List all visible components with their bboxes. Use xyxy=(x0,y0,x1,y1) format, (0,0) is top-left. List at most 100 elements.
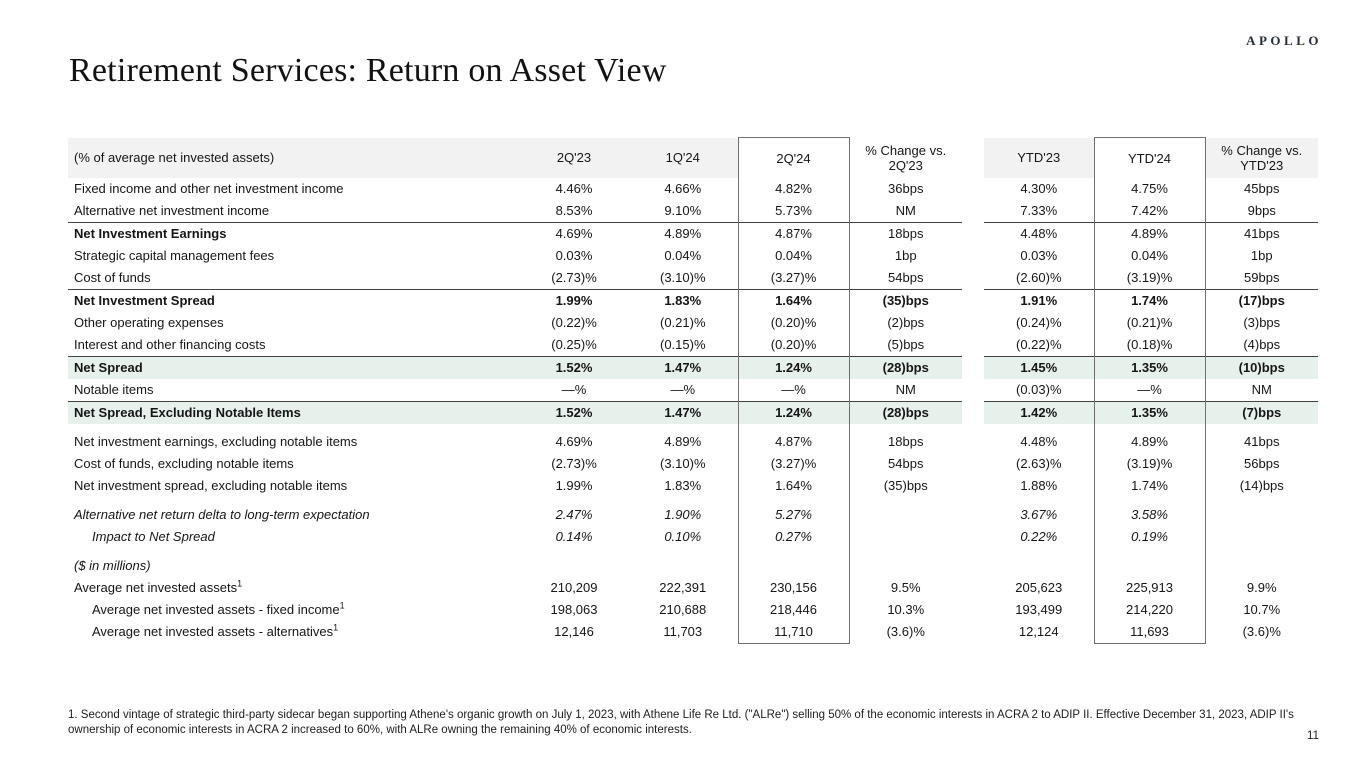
value-cell xyxy=(628,548,738,555)
value-cell: (0.22)% xyxy=(551,315,597,330)
value-cell: 1.52% xyxy=(520,356,628,379)
value-cell: 0.14% xyxy=(555,529,593,544)
value-cell: 8.53% xyxy=(555,203,593,218)
value-cell: —% xyxy=(561,382,587,397)
value-cell xyxy=(849,424,962,431)
table-row: Alternative net investment income 8.53% 9.… xyxy=(68,200,1318,223)
value-cell: 0.03% xyxy=(1020,248,1058,263)
gap-cell xyxy=(962,200,984,223)
value-cell: (3.27)% xyxy=(737,453,850,475)
value-cell: (3.6)% xyxy=(886,624,925,640)
value-cell: 1.24% xyxy=(737,356,850,379)
value-cell: 4.69% xyxy=(520,222,628,245)
gap-cell xyxy=(962,621,984,644)
value-cell xyxy=(849,555,962,577)
value-cell: 11,710 xyxy=(737,621,850,644)
value-cell: (5)bps xyxy=(887,337,925,352)
value-cell: 9.9% xyxy=(1246,580,1277,595)
value-cell: (3.10)% xyxy=(659,456,706,471)
gap-cell xyxy=(962,526,984,548)
value-cell: (2.60)% xyxy=(1015,270,1062,285)
value-cell: (28)bps xyxy=(849,356,962,379)
value-cell: 12,124 xyxy=(1018,624,1059,640)
value-cell xyxy=(520,555,628,577)
value-cell xyxy=(628,497,738,504)
value-cell xyxy=(849,526,962,548)
value-cell: (0.18)% xyxy=(1093,334,1206,357)
spacer-row xyxy=(68,548,1318,555)
value-cell: 9.5% xyxy=(890,580,921,595)
value-cell xyxy=(1093,555,1206,577)
value-cell: 1.42% xyxy=(984,401,1094,424)
gap-cell xyxy=(962,245,984,267)
gap-cell xyxy=(962,267,984,290)
gap-cell xyxy=(962,497,984,504)
gap-cell xyxy=(962,453,984,475)
value-cell: 210,688 xyxy=(659,602,707,617)
row-label: Fixed income and other net investment in… xyxy=(74,181,344,196)
value-cell: NM xyxy=(1251,382,1272,397)
value-cell: 12,146 xyxy=(554,624,594,640)
row-label: (% of average net invested assets) xyxy=(68,137,520,178)
table-row: Alternative net return delta to long-ter… xyxy=(68,504,1318,526)
value-cell: 11,703 xyxy=(663,624,703,640)
value-cell: (0.21)% xyxy=(1093,312,1206,334)
value-cell xyxy=(520,497,628,504)
value-cell xyxy=(628,555,738,577)
value-cell: 4.66% xyxy=(664,181,702,196)
value-cell: 1.74% xyxy=(1093,289,1206,312)
table-row: Fixed income and other net investment in… xyxy=(68,178,1318,200)
apollo-logo: APOLLO xyxy=(1246,33,1322,48)
value-cell: NM xyxy=(895,203,916,218)
table-row: Average net invested assets - alternativ… xyxy=(68,621,1318,644)
table-header-row: (% of average net invested assets) 2Q'23 1… xyxy=(68,137,1318,178)
table-body: Fixed income and other net investment in… xyxy=(68,178,1318,644)
value-cell: (0.20)% xyxy=(737,334,850,357)
row-label: Net investment earnings, excluding notab… xyxy=(74,434,358,449)
value-cell xyxy=(849,504,962,526)
table-row: Net Investment Earnings 4.69% 4.89% 4.87% 18… xyxy=(68,222,1318,245)
value-cell: 1.83% xyxy=(628,289,738,312)
row-label: Cost of funds xyxy=(74,270,151,285)
value-cell: (0.15)% xyxy=(659,337,706,352)
value-cell: 4.75% xyxy=(1093,178,1206,200)
value-cell: 56bps xyxy=(1244,456,1280,471)
value-cell: 45bps xyxy=(1244,181,1280,196)
value-cell: 10.7% xyxy=(1243,602,1281,617)
value-cell: (3.19)% xyxy=(1093,453,1206,475)
value-cell: (2.63)% xyxy=(1015,456,1062,471)
table-row: Net Spread 1.52% 1.47% 1.24% (28)bps 1.45% 1.3… xyxy=(68,356,1318,379)
value-cell: 41bps xyxy=(1244,434,1280,449)
value-cell: 205,623 xyxy=(1015,580,1063,595)
gap-cell xyxy=(962,475,984,497)
table-row: Strategic capital management fees 0.03% 0.… xyxy=(68,245,1318,267)
value-cell: 7.33% xyxy=(1020,203,1058,218)
value-cell: 4.48% xyxy=(1020,434,1058,449)
value-cell: 4.89% xyxy=(1093,222,1206,245)
value-cell: —% xyxy=(670,382,696,397)
spacer-row xyxy=(68,424,1318,431)
value-cell xyxy=(1093,424,1206,431)
value-cell: 0.04% xyxy=(664,248,702,263)
footnote-marker: 1 xyxy=(237,578,243,589)
value-cell: 4.69% xyxy=(555,434,593,449)
value-cell: 54bps xyxy=(888,456,924,471)
row-label: Net Investment Spread xyxy=(68,289,520,312)
value-cell: (0.03)% xyxy=(1015,382,1062,397)
row-label: Average net invested assets1 xyxy=(74,578,243,595)
gap-cell xyxy=(962,555,984,577)
gap-cell xyxy=(962,548,984,555)
value-cell: 225,913 xyxy=(1093,577,1206,599)
value-cell: NM xyxy=(895,382,916,397)
value-cell: 4.89% xyxy=(1093,431,1206,453)
value-cell: 1bp xyxy=(1250,248,1273,263)
value-cell: (4)bps xyxy=(1243,337,1281,352)
value-cell xyxy=(1205,548,1318,555)
gap-cell xyxy=(962,356,984,379)
row-label: Impact to Net Spread xyxy=(92,529,215,544)
value-cell xyxy=(1093,497,1206,504)
value-cell: 5.73% xyxy=(737,200,850,223)
value-cell: 3.67% xyxy=(1020,507,1058,522)
value-cell: 41bps xyxy=(1205,222,1318,245)
value-cell xyxy=(737,548,850,555)
